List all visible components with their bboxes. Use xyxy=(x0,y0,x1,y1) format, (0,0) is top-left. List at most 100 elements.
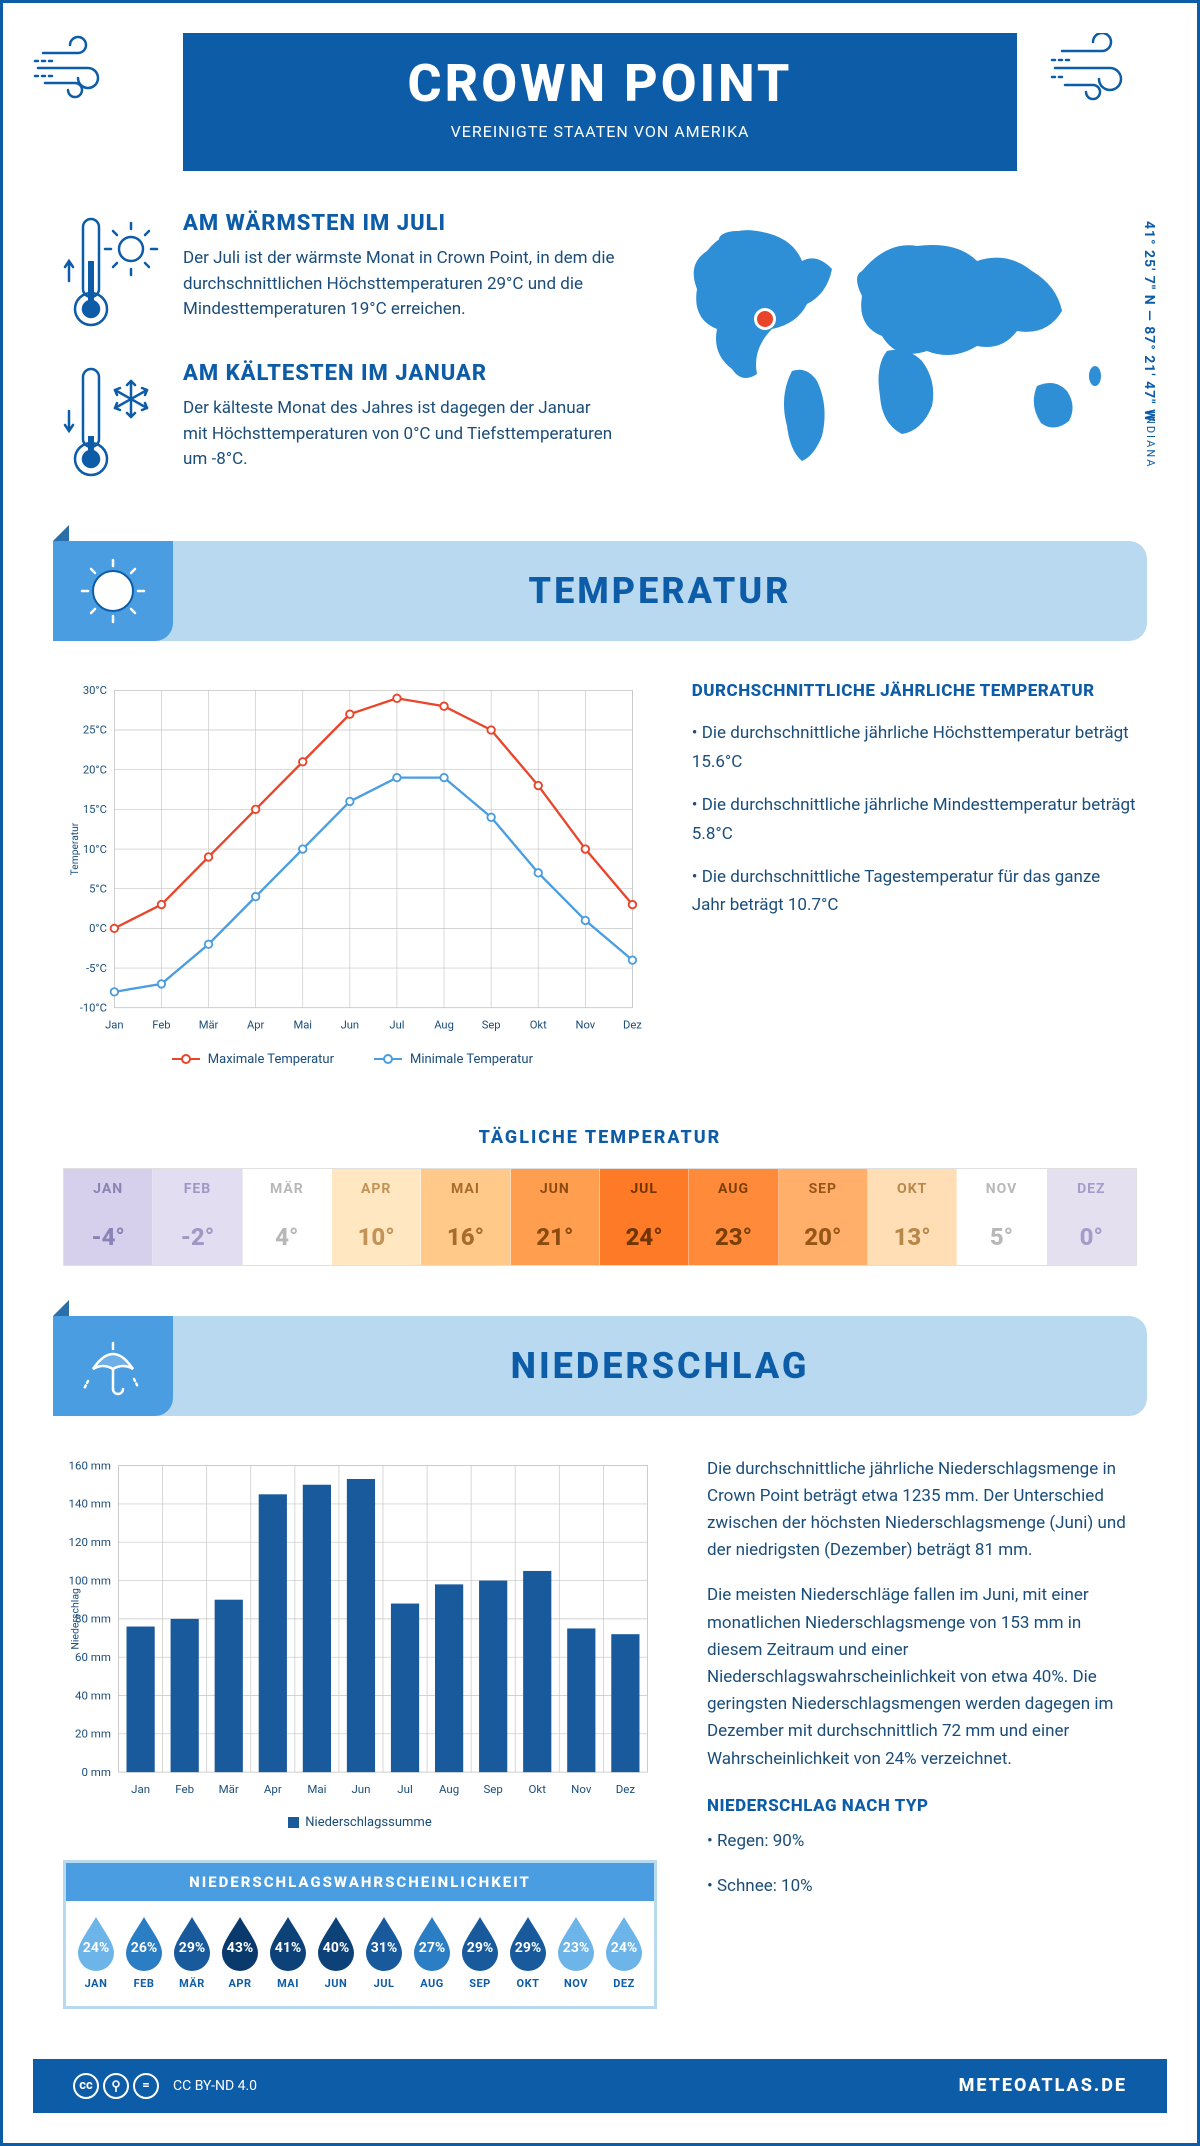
license-label: CC BY-ND 4.0 xyxy=(173,2078,257,2094)
temp-cell: MÄR4° xyxy=(243,1169,332,1265)
svg-text:Okt: Okt xyxy=(530,1018,547,1031)
precip-p1: Die durchschnittliche jährliche Niedersc… xyxy=(707,1456,1137,1565)
svg-text:Mai: Mai xyxy=(307,1782,326,1796)
probability-drop: 23% NOV xyxy=(552,1915,600,1990)
probability-drop: 41% MAI xyxy=(264,1915,312,1990)
page-subtitle: VEREINIGTE STAATEN VON AMERIKA xyxy=(183,122,1017,141)
svg-text:Nov: Nov xyxy=(575,1018,595,1031)
header-wrap: CROWN POINT VEREINIGTE STAATEN VON AMERI… xyxy=(3,3,1197,171)
svg-text:Apr: Apr xyxy=(247,1018,265,1031)
summary-section: AM WÄRMSTEN IM JULI Der Juli ist der wär… xyxy=(3,171,1197,541)
footer: cc = CC BY-ND 4.0 METEOATLAS.DE xyxy=(33,2059,1167,2113)
temp-cell: JUN21° xyxy=(511,1169,600,1265)
svg-text:Dez: Dez xyxy=(623,1018,642,1031)
coordinates-label: 41° 25' 7" N — 87° 21' 47" W xyxy=(1141,221,1157,422)
site-label: METEOATLAS.DE xyxy=(959,2075,1127,2096)
temperature-banner: TEMPERATUR xyxy=(53,541,1147,641)
precip-by-type-heading: NIEDERSCHLAG NACH TYP xyxy=(707,1793,1137,1820)
warmest-block: AM WÄRMSTEN IM JULI Der Juli ist der wär… xyxy=(63,211,617,331)
svg-text:Dez: Dez xyxy=(616,1782,636,1796)
header-banner: CROWN POINT VEREINIGTE STAATEN VON AMERI… xyxy=(183,33,1017,171)
svg-text:0 mm: 0 mm xyxy=(81,1765,110,1779)
umbrella-icon xyxy=(78,1331,148,1401)
svg-text:Okt: Okt xyxy=(528,1782,546,1796)
precip-p2: Die meisten Niederschläge fallen im Juni… xyxy=(707,1582,1137,1772)
probability-drop: 27% AUG xyxy=(408,1915,456,1990)
precipitation-heading: NIEDERSCHLAG xyxy=(173,1345,1147,1387)
precip-snow: • Schnee: 10% xyxy=(707,1873,1137,1900)
svg-text:-5°C: -5°C xyxy=(86,962,107,975)
svg-text:120 mm: 120 mm xyxy=(69,1535,111,1549)
svg-text:140 mm: 140 mm xyxy=(69,1496,111,1510)
svg-text:25°C: 25°C xyxy=(83,724,107,737)
svg-text:Jan: Jan xyxy=(131,1782,150,1796)
precip-rain: • Regen: 90% xyxy=(707,1828,1137,1855)
temp-cell: JAN-4° xyxy=(64,1169,153,1265)
svg-text:160 mm: 160 mm xyxy=(69,1458,111,1472)
svg-text:15°C: 15°C xyxy=(83,803,107,816)
svg-text:Temperatur: Temperatur xyxy=(68,822,81,875)
probability-drop: 29% OKT xyxy=(504,1915,552,1990)
daily-temp-heading: TÄGLICHE TEMPERATUR xyxy=(63,1127,1137,1148)
temp-cell: MAI16° xyxy=(421,1169,510,1265)
probability-drop: 24% JAN xyxy=(72,1915,120,1990)
state-label: INDIANA xyxy=(1144,411,1157,468)
probability-drop: 31% JUL xyxy=(360,1915,408,1990)
svg-text:Aug: Aug xyxy=(439,1782,459,1796)
bar-legend: Niederschlagssumme xyxy=(63,1815,657,1830)
probability-drop: 43% APR xyxy=(216,1915,264,1990)
temp-info-line2: • Die durchschnittliche jährliche Mindes… xyxy=(692,791,1137,849)
temp-info-heading: DURCHSCHNITTLICHE JÄHRLICHE TEMPERATUR xyxy=(692,681,1137,701)
svg-text:Mär: Mär xyxy=(219,1782,239,1796)
svg-text:40 mm: 40 mm xyxy=(75,1688,111,1702)
svg-text:Sep: Sep xyxy=(482,1018,501,1031)
probability-drop: 40% JUN xyxy=(312,1915,360,1990)
legend-min: .legend-item:nth-child(2) .legend-swatch… xyxy=(374,1052,533,1067)
precipitation-text: Die durchschnittliche jährliche Niedersc… xyxy=(707,1456,1137,2009)
coldest-text: Der kälteste Monat des Jahres ist dagege… xyxy=(183,396,617,473)
legend-max: .legend-item:nth-child(1) .legend-swatch… xyxy=(172,1052,334,1067)
svg-text:Jun: Jun xyxy=(341,1018,360,1031)
precipitation-probability-box: NIEDERSCHLAGSWAHRSCHEINLICHKEIT 24% JAN … xyxy=(63,1860,657,2009)
svg-text:Jun: Jun xyxy=(351,1782,370,1796)
svg-text:Mai: Mai xyxy=(293,1018,312,1031)
svg-text:Jul: Jul xyxy=(397,1782,412,1796)
svg-text:Sep: Sep xyxy=(483,1782,502,1796)
temperature-heading: TEMPERATUR xyxy=(173,570,1147,612)
probability-drop: 24% DEZ xyxy=(600,1915,648,1990)
probability-drop: 26% FEB xyxy=(120,1915,168,1990)
temp-cell: SEP20° xyxy=(779,1169,868,1265)
svg-text:5°C: 5°C xyxy=(89,882,107,895)
svg-text:Jul: Jul xyxy=(389,1018,404,1031)
temp-cell: DEZ0° xyxy=(1047,1169,1136,1265)
temp-cell: AUG23° xyxy=(689,1169,778,1265)
svg-text:30°C: 30°C xyxy=(83,684,107,697)
probability-drop: 29% MÄR xyxy=(168,1915,216,1990)
svg-text:60 mm: 60 mm xyxy=(75,1650,111,1664)
temp-cell: JUL24° xyxy=(600,1169,689,1265)
cc-icons: cc = xyxy=(73,2073,159,2099)
sun-icon xyxy=(78,556,148,626)
warmest-text: Der Juli ist der wärmste Monat in Crown … xyxy=(183,246,617,323)
coldest-title: AM KÄLTESTEN IM JANUAR xyxy=(183,361,617,386)
page-title: CROWN POINT xyxy=(183,53,1017,114)
coldest-block: AM KÄLTESTEN IM JANUAR Der kälteste Mona… xyxy=(63,361,617,481)
svg-text:Feb: Feb xyxy=(152,1018,170,1031)
svg-text:20 mm: 20 mm xyxy=(75,1726,111,1740)
svg-text:20°C: 20°C xyxy=(83,763,107,776)
probability-drop: 29% SEP xyxy=(456,1915,504,1990)
svg-text:10°C: 10°C xyxy=(83,843,107,856)
svg-text:Jan: Jan xyxy=(105,1018,123,1031)
svg-text:Niederschlag: Niederschlag xyxy=(68,1588,81,1650)
warmest-title: AM WÄRMSTEN IM JULI xyxy=(183,211,617,236)
precipitation-bar-chart: 0 mm20 mm40 mm60 mm80 mm100 mm120 mm140 … xyxy=(63,1456,657,1830)
svg-text:Feb: Feb xyxy=(175,1782,194,1796)
world-map-block: 41° 25' 7" N — 87° 21' 47" W INDIANA xyxy=(657,211,1137,511)
temperature-line-chart: -10°C-5°C0°C5°C10°C15°C20°C25°C30°CJanFe… xyxy=(63,681,642,1067)
svg-text:Mär: Mär xyxy=(199,1018,219,1031)
temp-cell: NOV5° xyxy=(957,1169,1046,1265)
daily-temperature-table: TÄGLICHE TEMPERATUR JAN-4° FEB-2° MÄR4° … xyxy=(3,1107,1197,1316)
probability-heading: NIEDERSCHLAGSWAHRSCHEINLICHKEIT xyxy=(66,1863,654,1901)
svg-text:Nov: Nov xyxy=(571,1782,592,1796)
svg-text:-10°C: -10°C xyxy=(80,1001,107,1014)
